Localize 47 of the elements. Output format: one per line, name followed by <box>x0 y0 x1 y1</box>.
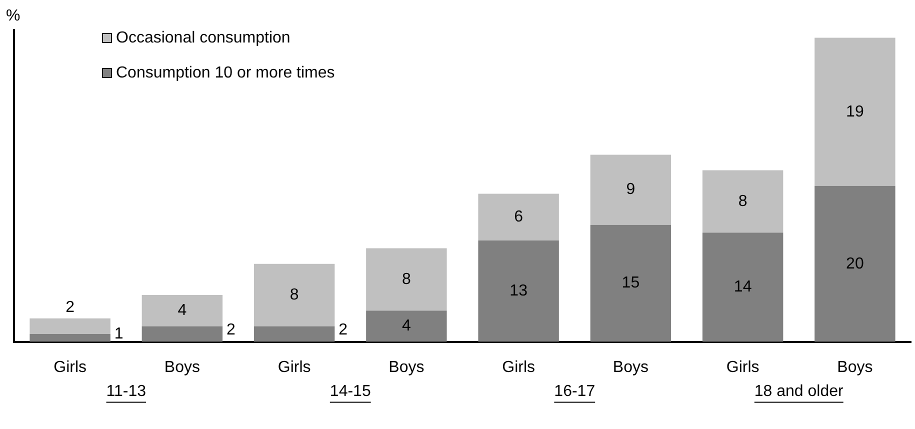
bar <box>30 318 110 334</box>
x-tick-label: Boys <box>837 358 873 376</box>
data-label: 14 <box>734 278 752 296</box>
data-label: 2 <box>338 321 348 338</box>
data-label: 19 <box>846 103 864 120</box>
bar <box>814 186 896 342</box>
data-label: 15 <box>622 274 640 292</box>
bar <box>30 334 110 342</box>
data-label: 2 <box>66 298 75 316</box>
data-label: 8 <box>738 192 748 210</box>
bar <box>478 194 559 240</box>
data-label: 2 <box>226 321 236 338</box>
bar <box>366 248 447 311</box>
legend-label: Occasional consumption <box>116 29 290 46</box>
x-tick-label: Girls <box>726 358 760 376</box>
data-label: 20 <box>846 255 864 272</box>
bar <box>702 232 784 342</box>
data-label: 8 <box>402 270 411 288</box>
data-label: 4 <box>402 318 411 335</box>
bar <box>590 154 672 225</box>
bar <box>366 310 447 342</box>
data-label: 13 <box>510 282 528 300</box>
text: 14-15 <box>330 383 371 400</box>
data-label: 8 <box>290 286 299 304</box>
text: 18 and older <box>754 383 844 400</box>
x-tick-label: Boys <box>164 358 200 376</box>
bar <box>142 295 223 326</box>
legend-label: Consumption 10 or more times <box>116 64 335 82</box>
bar <box>814 38 896 186</box>
x-tick-label: Boys <box>388 358 424 376</box>
text: 11-13 <box>106 383 146 400</box>
data-label: 9 <box>626 181 636 198</box>
bar <box>702 170 784 233</box>
bar <box>142 326 223 342</box>
bar <box>254 326 335 342</box>
bar <box>590 224 672 342</box>
x-tick-label: Girls <box>54 358 87 376</box>
x-tick-label: Girls <box>502 358 536 376</box>
data-label: 1 <box>114 325 124 342</box>
data-label: 4 <box>178 302 187 320</box>
bar <box>254 264 335 326</box>
bar <box>478 240 559 342</box>
x-tick-label: Boys <box>612 358 648 376</box>
data-label: 6 <box>514 208 524 226</box>
y-axis-title: % <box>6 7 20 24</box>
text: 16-17 <box>554 383 596 400</box>
x-tick-label: Girls <box>278 358 311 376</box>
